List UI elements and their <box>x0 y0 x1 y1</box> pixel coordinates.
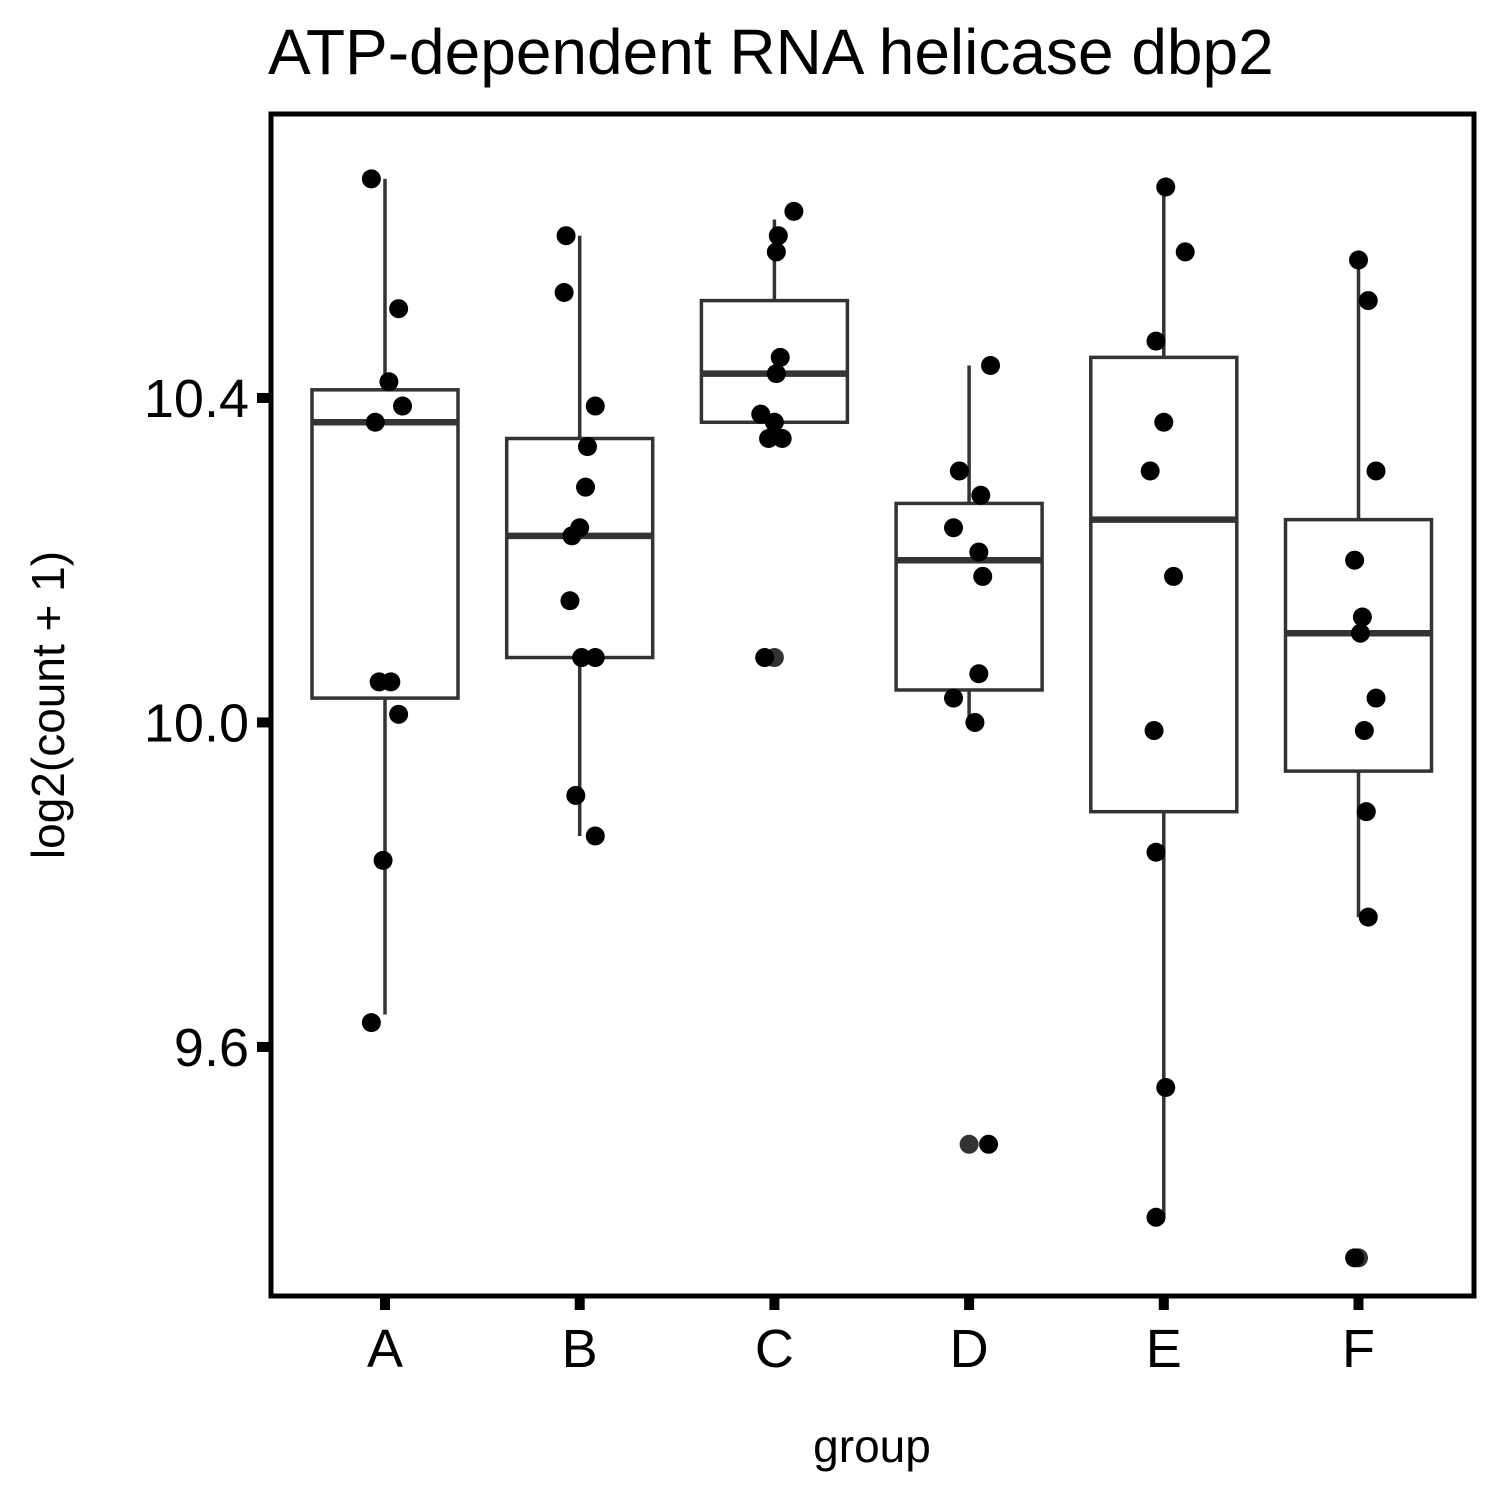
x-tick-label: E <box>1146 1319 1182 1379</box>
data-point-A <box>379 372 399 392</box>
data-point-B <box>577 437 597 457</box>
data-point-B <box>560 591 580 611</box>
y-tick-label: 10.4 <box>144 369 249 429</box>
y-axis: 9.6 10.0 10.4 <box>144 369 271 1078</box>
data-point-C <box>784 201 804 221</box>
data-point-A <box>389 299 409 319</box>
data-point-D <box>969 664 989 684</box>
data-point-E <box>1140 461 1160 481</box>
data-point-D <box>979 1134 999 1154</box>
data-point-F <box>1354 721 1374 741</box>
data-point-D <box>944 688 964 708</box>
data-point-B <box>572 648 592 668</box>
data-point-D <box>969 542 989 562</box>
data-point-D <box>981 355 1001 375</box>
x-tick-label: C <box>755 1319 794 1379</box>
x-axis: A B C D E F <box>367 1296 1375 1379</box>
data-point-A <box>365 412 385 432</box>
x-axis-title: group <box>813 1420 931 1472</box>
data-point-A <box>381 672 401 692</box>
data-point-C <box>768 226 788 246</box>
data-point-E <box>1156 1078 1176 1098</box>
x-tick-label: A <box>367 1319 403 1379</box>
data-point-A <box>361 169 381 189</box>
data-point-E <box>1144 721 1164 741</box>
data-point-D <box>944 518 964 538</box>
data-point-C <box>755 648 775 668</box>
outlier-point <box>959 1134 979 1154</box>
data-point-A <box>393 396 413 416</box>
data-point-B <box>585 826 605 846</box>
data-point-C <box>772 429 792 449</box>
box-group-E <box>1089 187 1239 1218</box>
data-point-E <box>1146 1207 1166 1227</box>
x-tick-label: D <box>950 1319 989 1379</box>
data-point-F <box>1366 688 1386 708</box>
data-point-E <box>1146 331 1166 351</box>
data-point-D <box>973 566 993 586</box>
data-point-F <box>1352 607 1372 627</box>
data-point-D <box>949 461 969 481</box>
data-point-E <box>1146 842 1166 862</box>
data-point-C <box>770 347 790 367</box>
data-point-B <box>585 396 605 416</box>
box-iqr <box>310 388 460 700</box>
data-point-F <box>1356 802 1376 822</box>
data-point-E <box>1154 412 1174 432</box>
data-point-B <box>554 282 574 302</box>
data-point-C <box>766 242 786 262</box>
data-point-D <box>971 485 991 505</box>
y-tick-label: 10.0 <box>144 693 249 753</box>
data-point-B <box>556 226 576 246</box>
data-point-F <box>1345 550 1365 570</box>
box-iqr <box>1089 355 1239 814</box>
data-point-C <box>759 429 779 449</box>
data-point-E <box>1164 566 1184 586</box>
box-group-B <box>504 235 655 837</box>
data-point-F <box>1358 291 1378 311</box>
plot-marks <box>310 169 1434 1268</box>
data-point-F <box>1349 250 1368 270</box>
data-point-D <box>965 712 985 732</box>
data-point-F <box>1345 1248 1365 1268</box>
data-point-B <box>585 648 605 668</box>
plot-frame <box>268 111 1477 1299</box>
data-point-E <box>1175 242 1195 262</box>
data-point-A <box>373 850 393 870</box>
data-point-F <box>1358 907 1378 927</box>
data-point-B <box>576 477 596 497</box>
box-group-A <box>310 178 460 1015</box>
box-group-D <box>894 365 1044 1154</box>
box-iqr <box>894 501 1044 692</box>
data-point-A <box>389 704 409 724</box>
data-point-A <box>361 1013 381 1033</box>
box-group-F <box>1283 260 1434 1268</box>
data-point-C <box>764 412 784 432</box>
data-point-F <box>1350 623 1370 643</box>
box-iqr <box>504 436 655 660</box>
y-tick-label: 9.6 <box>174 1018 249 1078</box>
data-point-B <box>566 785 586 805</box>
y-axis-title: log2(count + 1) <box>22 551 74 859</box>
data-point-E <box>1156 177 1176 197</box>
data-point-F <box>1366 461 1386 481</box>
data-point-C <box>766 364 786 384</box>
x-tick-label: B <box>562 1319 598 1379</box>
chart-title: ATP-dependent RNA helicase dbp2 <box>268 16 1274 88</box>
x-tick-label: F <box>1342 1319 1375 1379</box>
data-point-B <box>562 526 582 546</box>
